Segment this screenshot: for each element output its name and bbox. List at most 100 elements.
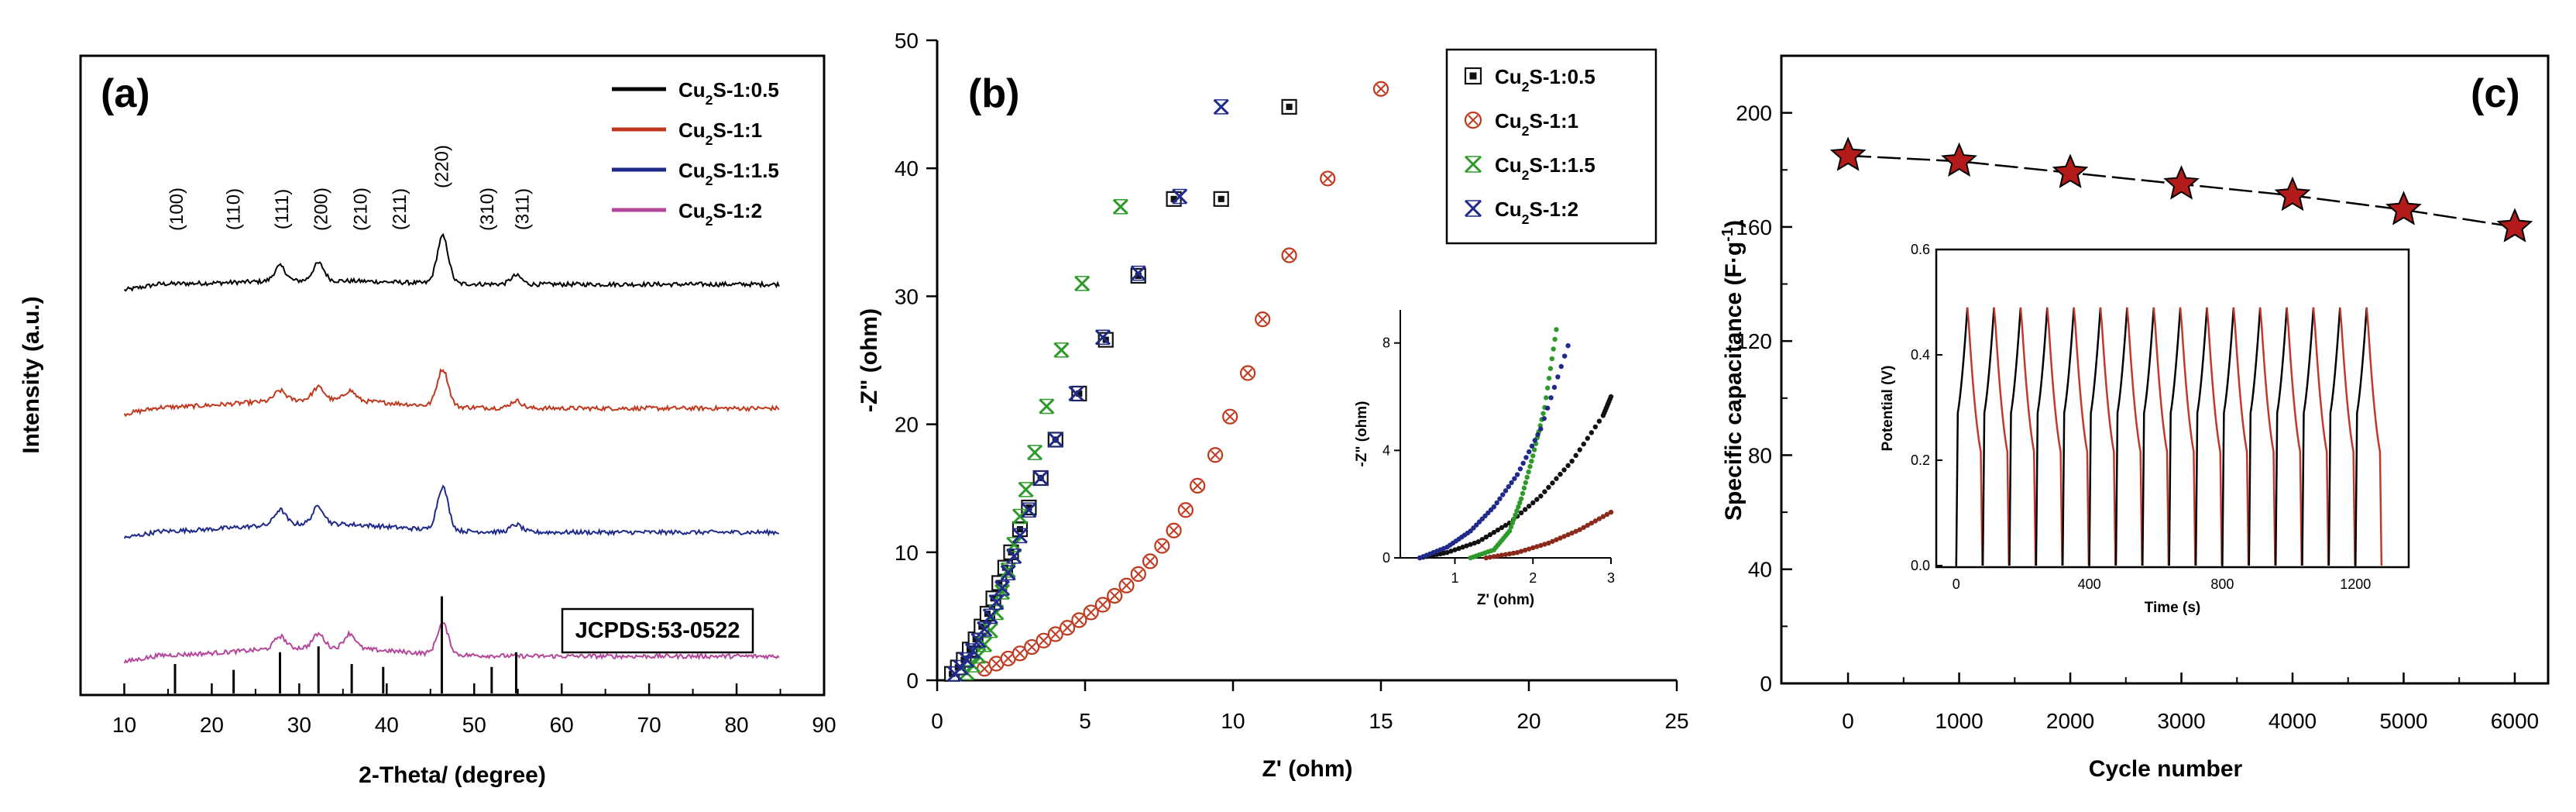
panel-b-inset-ylabel: -Z" (ohm) bbox=[1354, 401, 1370, 467]
panel-b-inset-point-2 bbox=[1596, 516, 1602, 521]
panel-b-inset-point-2 bbox=[1510, 550, 1516, 556]
panel-c-inset-discharge-curve bbox=[2206, 307, 2223, 566]
hkl-label: (210) bbox=[350, 188, 371, 231]
panel-b-inset-point-1 bbox=[1460, 544, 1465, 550]
hkl-label: (100) bbox=[167, 188, 187, 231]
panel-b-inset-point-1 bbox=[1522, 507, 1528, 512]
panel-b-point-2 bbox=[1036, 632, 1052, 649]
panel-b-inset: 1 2 3 0 4 8 Z' (ohm) -Z" (ohm) bbox=[1354, 310, 1615, 608]
panel-c-ylabel: Specific capacitance (F·g-1) bbox=[1719, 220, 1747, 521]
panel-b-point-3 bbox=[1026, 444, 1043, 461]
panel-b-inset-point-3 bbox=[1552, 336, 1558, 342]
hkl-label: (310) bbox=[477, 188, 498, 231]
panel-b-inset-point-3 bbox=[1554, 327, 1559, 332]
panel-a-pattern-2 bbox=[123, 368, 780, 418]
panel-c-inset-discharge-curve bbox=[1966, 307, 1984, 566]
panel-c-inset-charge-curve bbox=[2327, 307, 2341, 566]
panel-b-inset-point-4 bbox=[1527, 449, 1532, 455]
panel-b-point-2 bbox=[1372, 81, 1389, 97]
panel-c-inset-charge-curve bbox=[2114, 307, 2128, 566]
panel-b-inset-point-1 bbox=[1491, 529, 1497, 535]
panel-b-inset-point-4 bbox=[1565, 342, 1571, 349]
panel-b-inset-point-1 bbox=[1561, 467, 1567, 473]
panel-b-inset-point-4 bbox=[1506, 483, 1511, 490]
panel-c-xlabel: Cycle number bbox=[2089, 756, 2243, 782]
panel-c-inset-charge-curve bbox=[2168, 307, 2182, 566]
panel-b-inset-point-4 bbox=[1535, 432, 1540, 438]
panel-b-inset-point-3 bbox=[1517, 500, 1523, 506]
panel-c-x-tick-label: 5000 bbox=[2379, 709, 2427, 733]
panel-a-legend-entry: Cu2S-1:1 bbox=[678, 119, 762, 148]
panel-c-inset-y-tick-label: 0.2 bbox=[1911, 452, 1930, 468]
panel-b-point-2 bbox=[1166, 522, 1182, 538]
panel-b-inset-point-1 bbox=[1581, 441, 1586, 447]
panel-b-inset-point-4 bbox=[1551, 384, 1558, 391]
panel-b-inset-point-1 bbox=[1546, 484, 1551, 490]
panel-b-point-4 bbox=[1130, 265, 1146, 281]
panel-c-inset-charge-curve bbox=[1981, 307, 1995, 566]
panel-b-inset-point-1 bbox=[1487, 532, 1493, 538]
panel-b-inset-point-2 bbox=[1530, 545, 1536, 551]
panel-c-x-tick-label: 3000 bbox=[2157, 709, 2205, 733]
panel-b-point-1 bbox=[1213, 191, 1229, 207]
panel-b-inset-point-2 bbox=[1577, 527, 1582, 532]
panel-b-legend-marker bbox=[1464, 199, 1482, 218]
panel-b-label: (b) bbox=[968, 71, 1019, 116]
panel-c-x-tick-label: 0 bbox=[1842, 709, 1854, 733]
panel-b-inset-point-1 bbox=[1495, 527, 1501, 533]
hkl-label: (111) bbox=[272, 189, 293, 229]
panel-c-inset-discharge-curve bbox=[2046, 307, 2063, 566]
panel-c-star-point bbox=[2274, 176, 2311, 212]
panel-b-inset-point-3 bbox=[1523, 480, 1529, 486]
panel-b-inset-point-3 bbox=[1544, 395, 1549, 401]
panel-b-inset-point-3 bbox=[1544, 385, 1551, 391]
panel-c-y-tick-label: 40 bbox=[1748, 558, 1772, 582]
panel-b-inset-point-2 bbox=[1518, 549, 1524, 554]
panel-a-pattern-3 bbox=[123, 484, 779, 539]
panel-c-star-point bbox=[2163, 165, 2200, 200]
panel-b-inset-point-3 bbox=[1518, 496, 1524, 501]
panel-b-y-tick-label: 10 bbox=[895, 541, 919, 565]
panel-b-point-4 bbox=[953, 659, 969, 676]
panel-b-inset-point-1 bbox=[1456, 545, 1461, 552]
panel-b-inset-point-4 bbox=[1503, 488, 1509, 494]
panel-b-inset-point-1 bbox=[1530, 500, 1536, 506]
panel-b-ylabel: -Z" (ohm) bbox=[857, 308, 882, 412]
panel-b-x-tick-label: 25 bbox=[1664, 709, 1688, 733]
panel-b-inset-point-1 bbox=[1542, 489, 1547, 494]
panel-b-point-2 bbox=[1239, 365, 1256, 381]
panel-a-ylabel: Intensity (a.u.) bbox=[19, 296, 44, 453]
panel-b-inset-point-4 bbox=[1497, 496, 1503, 501]
panel-c-inset-charge-curve bbox=[2301, 307, 2315, 566]
hkl-label: (220) bbox=[431, 145, 452, 188]
panel-c-star-point bbox=[1941, 142, 1977, 177]
panel-b-inset-point-3 bbox=[1506, 528, 1513, 534]
panel-b-point-2 bbox=[1012, 645, 1029, 662]
panel-c-inset-x-tick-label: 400 bbox=[2078, 576, 2101, 592]
panel-c-inset-discharge-curve bbox=[2286, 307, 2303, 566]
panel-a-frame bbox=[79, 54, 826, 697]
panel-b-inset-point-2 bbox=[1554, 537, 1559, 542]
panel-b-x-tick-label: 20 bbox=[1516, 709, 1540, 733]
panel-c-y-tick-label: 120 bbox=[1736, 329, 1772, 353]
panel-b-legend-marker bbox=[1464, 155, 1482, 174]
panel-b-point-3 bbox=[1039, 398, 1055, 415]
panel-b-inset-point-2 bbox=[1592, 518, 1599, 524]
panel-b-inset-point-3 bbox=[1508, 524, 1514, 530]
panel-b-inset-point-4 bbox=[1500, 492, 1506, 497]
panel-a-xrd: (a) 2-Theta/ (degree) Intensity (a.u.) 1… bbox=[19, 54, 836, 788]
panel-c-inset-discharge-curve bbox=[2019, 307, 2037, 566]
panel-c-inset-discharge-curve bbox=[2365, 307, 2383, 566]
panel-b-y-tick-label: 50 bbox=[895, 29, 919, 53]
panel-c-star-point bbox=[1829, 136, 1867, 171]
panel-b-y-tick-label: 40 bbox=[895, 157, 919, 181]
panel-b-inset-point-4 bbox=[1491, 504, 1497, 510]
panel-b-inset-point-1 bbox=[1596, 418, 1602, 424]
reference-box bbox=[561, 607, 754, 654]
panel-b-point-4 bbox=[1213, 98, 1229, 115]
panel-b-inset-point-2 bbox=[1569, 530, 1575, 536]
